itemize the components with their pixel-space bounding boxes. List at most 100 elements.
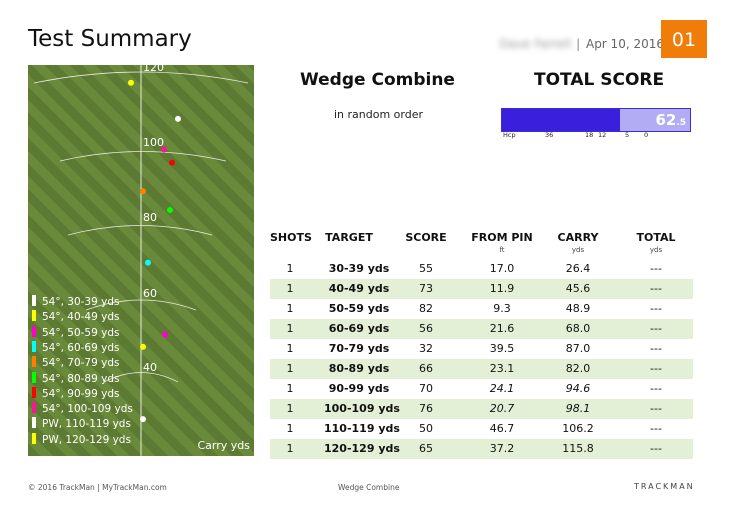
shot-dot <box>167 206 173 213</box>
legend-label: 54°, 80-89 yds <box>42 372 120 385</box>
cell-target: 40-49 yds <box>328 282 390 295</box>
cell-from-pin: 37.2 <box>489 442 515 455</box>
legend-label: 54°, 90-99 yds <box>42 387 120 400</box>
legend-swatch <box>32 310 36 322</box>
test-name: Wedge Combine <box>300 70 455 90</box>
cell-carry: 26.4 <box>565 262 591 275</box>
cell-from-pin: 21.6 <box>489 322 515 335</box>
distance-label-60: 60 <box>143 287 157 300</box>
legend-item: 54°, 50-59 yds <box>32 325 119 341</box>
footer-test-name: Wedge Combine <box>338 483 400 492</box>
legend-label: 54°, 70-79 yds <box>42 357 120 370</box>
shot-dot <box>162 331 168 338</box>
table-row: 1 40-49 yds 73 11.9 45.6 --- <box>270 279 693 299</box>
cell-shots: 1 <box>286 422 294 435</box>
footer-copyright: © 2016 TrackMan | MyTrackMan.com <box>28 483 167 492</box>
arc-80 <box>67 225 213 236</box>
cell-carry: 48.9 <box>565 302 591 315</box>
table-row: 1 90-99 yds 70 24.1 94.6 --- <box>270 379 693 399</box>
table-row: 1 60-69 yds 56 21.6 68.0 --- <box>270 319 693 339</box>
test-date: Apr 10, 2016 <box>585 37 664 51</box>
cell-target: 90-99 yds <box>328 382 390 395</box>
cell-from-pin: 9.3 <box>493 302 511 315</box>
unit-carry: yds <box>571 246 585 254</box>
cell-score: 55 <box>419 262 433 275</box>
cell-target: 30-39 yds <box>328 262 390 275</box>
cell-from-pin: 24.1 <box>489 382 515 395</box>
hcp-tick-5: 5 <box>625 131 630 139</box>
total-score-integer: 62 <box>655 111 677 129</box>
hcp-label: Hcp <box>503 131 516 139</box>
cell-target: 110-119 yds <box>324 422 400 435</box>
table-row: 1 100-109 yds 76 20.7 98.1 --- <box>270 399 693 419</box>
cell-target: 60-69 yds <box>328 322 390 335</box>
cell-score: 76 <box>419 402 433 415</box>
shot-dispersion-field: 120 100 80 60 40 54°, 30-39 yds 54°, 40-4… <box>28 65 254 456</box>
cell-from-pin: 11.9 <box>489 282 515 295</box>
cell-score: 70 <box>419 382 433 395</box>
cell-target: 50-59 yds <box>328 302 390 315</box>
distance-label-80: 80 <box>143 211 157 224</box>
total-score-bar: 62.5 <box>501 108 691 132</box>
shot-dot <box>161 146 167 153</box>
col-header-carry: CARRY <box>557 231 599 244</box>
hcp-tick-18: 18 <box>585 131 594 139</box>
legend-label: 54°, 40-49 yds <box>42 311 120 324</box>
arc-100 <box>59 151 227 162</box>
cell-total: --- <box>650 422 662 435</box>
hcp-tick-12: 12 <box>598 131 607 139</box>
cell-shots: 1 <box>286 282 294 295</box>
cell-score: 56 <box>419 322 433 335</box>
shot-dot <box>128 79 134 86</box>
cell-from-pin: 46.7 <box>489 422 515 435</box>
cell-total: --- <box>650 322 662 335</box>
legend-label: 54°, 100-109 yds <box>42 403 133 416</box>
legend-swatch <box>32 340 36 352</box>
hcp-tick-36: 36 <box>545 131 554 139</box>
col-header-from-pin: FROM PIN <box>471 231 533 244</box>
carry-axis-label: Carry yds <box>197 439 250 452</box>
cell-shots: 1 <box>286 262 294 275</box>
shot-dot <box>140 188 146 195</box>
cell-total: --- <box>650 302 662 315</box>
cell-from-pin: 39.5 <box>489 342 515 355</box>
cell-shots: 1 <box>286 342 294 355</box>
cell-total: --- <box>650 402 662 415</box>
arc-60 <box>85 299 197 311</box>
col-header-target: TARGET <box>325 231 373 244</box>
cell-carry: 82.0 <box>565 362 591 375</box>
shot-dot <box>145 259 151 266</box>
cell-carry: 68.0 <box>565 322 591 335</box>
cell-carry: 115.8 <box>562 442 594 455</box>
legend-swatch <box>32 295 36 306</box>
cell-score: 73 <box>419 282 433 295</box>
unit-total: yds <box>649 246 663 254</box>
col-header-score: SCORE <box>405 231 447 244</box>
distance-label-40: 40 <box>143 361 157 374</box>
distance-label-120: 120 <box>143 65 164 74</box>
test-subtitle: in random order <box>334 108 424 121</box>
legend-label: 54°, 60-69 yds <box>42 341 120 354</box>
legend-swatch <box>32 356 36 368</box>
cell-carry: 98.1 <box>565 402 591 415</box>
legend-item: 54°, 90-99 yds <box>32 386 120 402</box>
table-row: 1 30-39 yds 55 17.0 26.4 --- <box>270 259 693 279</box>
cell-total: --- <box>650 262 662 275</box>
cell-target: 120-129 yds <box>324 442 400 455</box>
legend-swatch <box>32 386 36 398</box>
trackman-logo: TRACKMAN <box>634 482 695 491</box>
page-number-badge: 01 <box>661 20 707 58</box>
cell-shots: 1 <box>286 302 294 315</box>
cell-shots: 1 <box>286 362 294 375</box>
legend-item: 54°, 60-69 yds <box>32 340 120 356</box>
header-separator: | <box>576 37 581 51</box>
cell-score: 82 <box>419 302 433 315</box>
cell-shots: 1 <box>286 382 294 395</box>
table-row: 1 70-79 yds 32 39.5 87.0 --- <box>270 339 693 359</box>
cell-shots: 1 <box>286 402 294 415</box>
shot-dot <box>140 343 146 350</box>
legend-item: 54°, 70-79 yds <box>32 356 119 371</box>
total-score-value: 62.5 <box>655 111 686 129</box>
handicap-scale: Hcp 36 18 12 5 0 <box>501 131 691 145</box>
col-header-shots: SHOTS <box>270 231 312 244</box>
